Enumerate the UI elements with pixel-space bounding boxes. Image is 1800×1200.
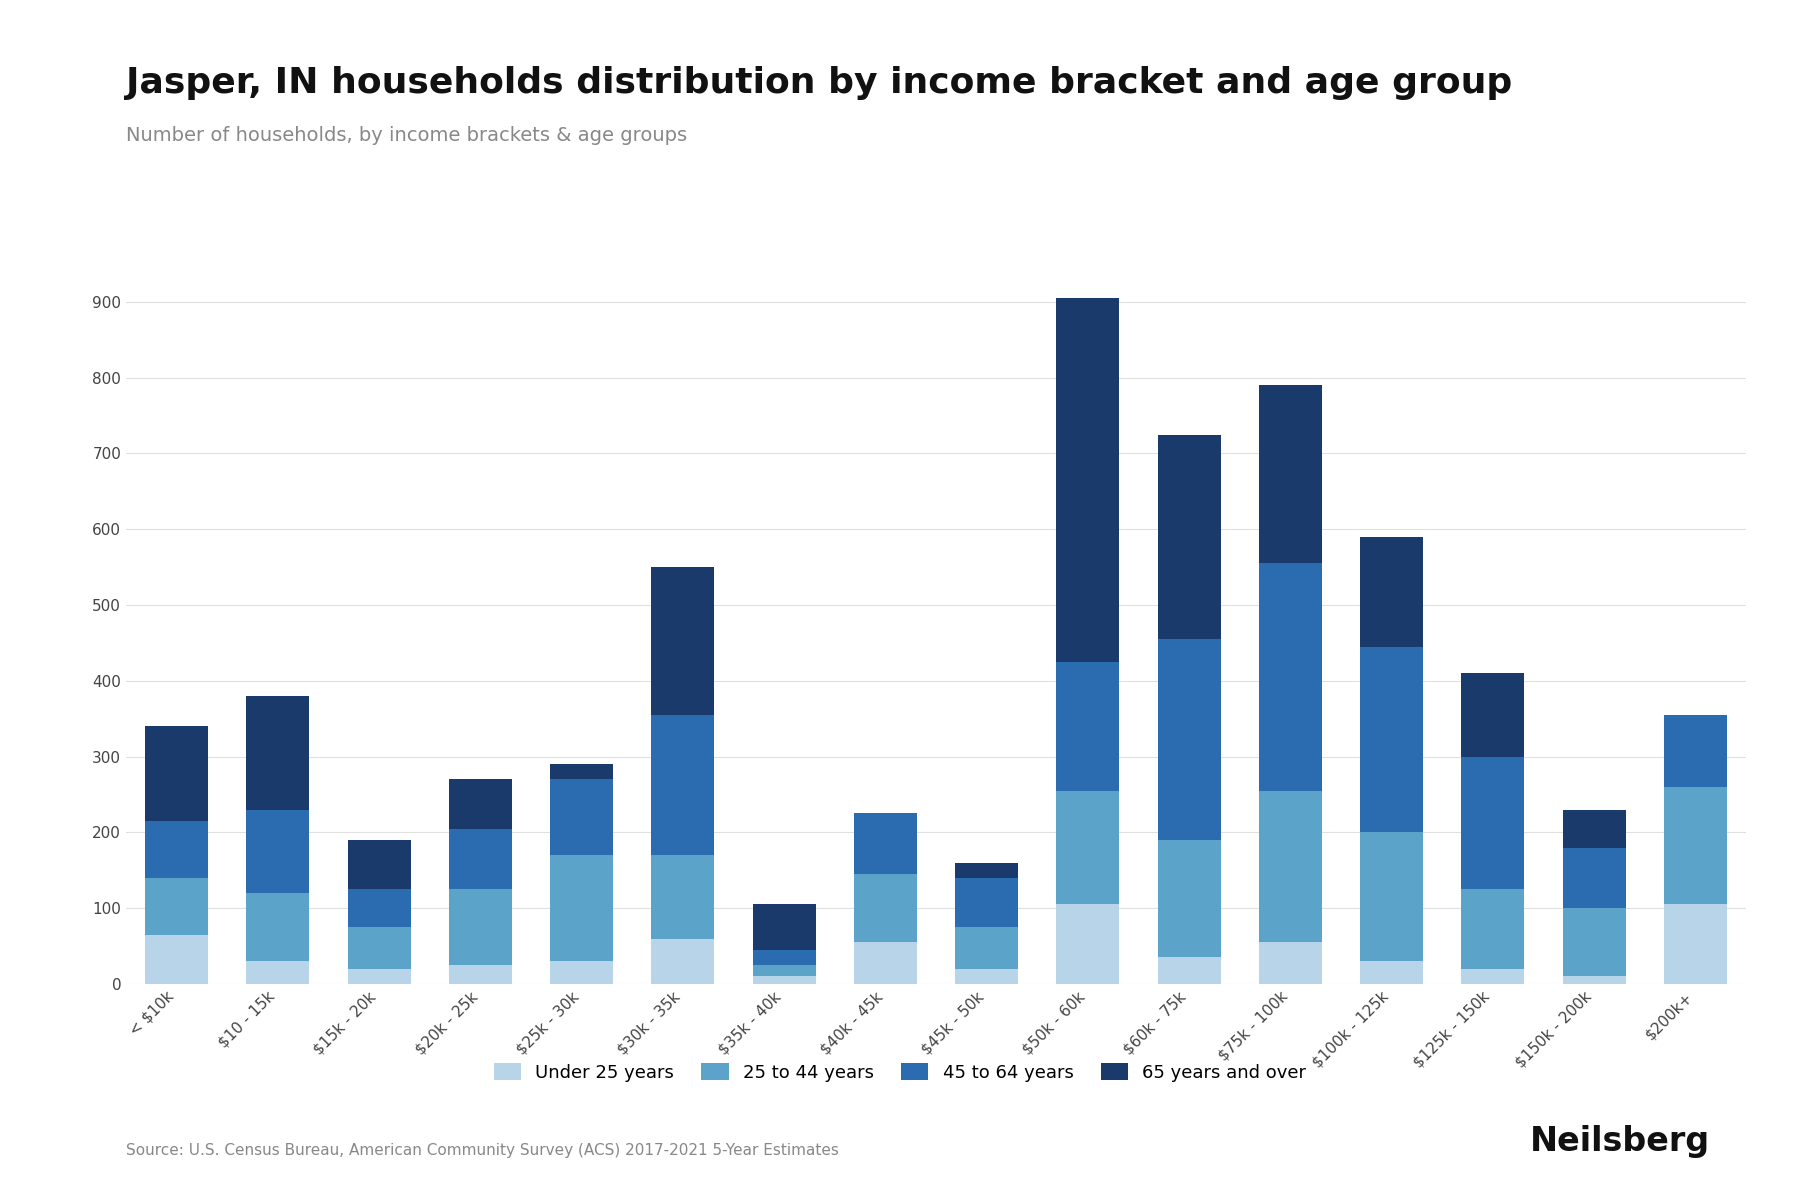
Bar	[652, 715, 715, 856]
Bar	[247, 810, 310, 893]
Bar	[752, 905, 815, 950]
Bar	[247, 696, 310, 810]
Bar	[752, 977, 815, 984]
Bar	[956, 863, 1019, 878]
Bar	[1057, 298, 1120, 662]
Bar	[652, 856, 715, 938]
Bar	[1157, 840, 1220, 958]
Text: Jasper, IN households distribution by income bracket and age group: Jasper, IN households distribution by in…	[126, 66, 1512, 100]
Bar	[1057, 662, 1120, 791]
Bar	[1258, 942, 1321, 984]
Bar	[1157, 640, 1220, 840]
Bar	[1562, 908, 1625, 977]
Bar	[1462, 757, 1525, 889]
Bar	[1057, 905, 1120, 984]
Text: Neilsberg: Neilsberg	[1530, 1126, 1710, 1158]
Bar	[347, 968, 410, 984]
Bar	[347, 840, 410, 889]
Bar	[448, 965, 511, 984]
Bar	[1462, 968, 1525, 984]
Bar	[448, 829, 511, 889]
Bar	[448, 889, 511, 965]
Bar	[853, 814, 916, 874]
Bar	[853, 874, 916, 942]
Bar	[146, 726, 209, 821]
Bar	[146, 821, 209, 878]
Bar	[347, 928, 410, 968]
Bar	[347, 889, 410, 928]
Bar	[551, 961, 614, 984]
Bar	[1157, 958, 1220, 984]
Bar	[146, 935, 209, 984]
Bar	[1361, 833, 1424, 961]
Bar	[752, 965, 815, 977]
Bar	[247, 893, 310, 961]
Bar	[1562, 847, 1625, 908]
Legend: Under 25 years, 25 to 44 years, 45 to 64 years, 65 years and over: Under 25 years, 25 to 44 years, 45 to 64…	[486, 1056, 1314, 1088]
Bar	[956, 878, 1019, 928]
Text: Source: U.S. Census Bureau, American Community Survey (ACS) 2017-2021 5-Year Est: Source: U.S. Census Bureau, American Com…	[126, 1142, 839, 1158]
Bar	[1258, 563, 1321, 791]
Bar	[652, 938, 715, 984]
Bar	[853, 942, 916, 984]
Bar	[146, 878, 209, 935]
Bar	[1258, 385, 1321, 563]
Bar	[1361, 647, 1424, 833]
Bar	[956, 968, 1019, 984]
Bar	[1663, 905, 1726, 984]
Bar	[1663, 787, 1726, 905]
Bar	[247, 961, 310, 984]
Bar	[652, 568, 715, 715]
Bar	[551, 764, 614, 779]
Bar	[1258, 791, 1321, 942]
Bar	[1663, 715, 1726, 787]
Bar	[551, 779, 614, 856]
Bar	[1562, 810, 1625, 847]
Bar	[1361, 536, 1424, 647]
Bar	[1562, 977, 1625, 984]
Bar	[448, 779, 511, 829]
Bar	[956, 928, 1019, 968]
Bar	[1462, 673, 1525, 757]
Bar	[1057, 791, 1120, 905]
Text: Number of households, by income brackets & age groups: Number of households, by income brackets…	[126, 126, 688, 145]
Bar	[1157, 434, 1220, 640]
Bar	[752, 950, 815, 965]
Bar	[1462, 889, 1525, 968]
Bar	[551, 856, 614, 961]
Bar	[1361, 961, 1424, 984]
